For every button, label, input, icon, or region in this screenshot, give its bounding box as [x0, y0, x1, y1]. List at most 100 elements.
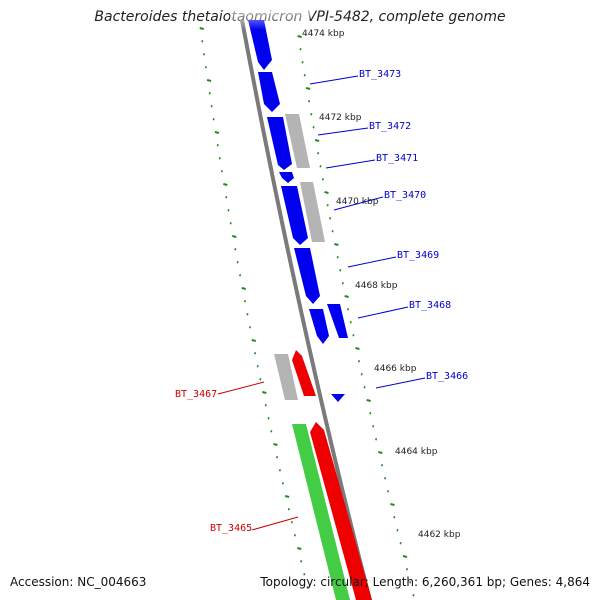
tick-dot	[372, 425, 375, 428]
genome-backbone	[240, 19, 372, 600]
tick-dot	[305, 87, 311, 90]
tick-dot	[409, 581, 412, 584]
gene-feature-grey-2	[300, 182, 325, 242]
tick-dot	[223, 183, 228, 186]
tick-dot	[300, 560, 303, 563]
gene-feature-grey-1	[285, 114, 310, 168]
tick-dot	[232, 235, 237, 238]
tick-dot	[310, 113, 313, 116]
kbp-tick-label: 4462 kbp	[418, 530, 461, 540]
tick-dot	[381, 464, 384, 467]
gene-label-bt3467[interactable]: BT_3467	[175, 389, 217, 400]
tick-dot	[297, 35, 302, 38]
tick-dot	[234, 248, 237, 251]
gene-label-bt3468[interactable]: BT_3468	[409, 300, 451, 311]
tick-dot	[349, 321, 352, 324]
tick-dot	[208, 92, 211, 95]
tick-dot	[369, 412, 372, 415]
tick-dot	[306, 586, 309, 589]
tick-dot	[412, 594, 415, 597]
tick-dot	[301, 61, 304, 64]
tick-dot	[214, 131, 220, 134]
tick-dot	[360, 373, 363, 376]
tick-dot	[387, 490, 390, 493]
gene-label-bt3469[interactable]: BT_3469	[397, 250, 439, 261]
gene-feature-bt3472	[267, 117, 292, 170]
tick-dot	[303, 74, 306, 77]
tick-dot	[303, 573, 306, 576]
tick-dot	[287, 508, 290, 511]
tick-dot	[262, 391, 267, 394]
gene-feature-bt3473	[258, 72, 280, 112]
tick-dot	[220, 170, 223, 173]
fade-overlay	[230, 0, 310, 30]
gene-feature-bt3468a	[309, 309, 329, 344]
tick-dot	[251, 339, 257, 342]
tick-dot	[319, 165, 322, 168]
tick-dot	[243, 300, 247, 303]
tick-dot	[334, 243, 339, 246]
tick-dot	[341, 282, 344, 285]
tick-dot	[210, 105, 213, 108]
tick-marks	[199, 27, 415, 597]
genome-info-text: Topology: circular; Length: 6,260,361 bp…	[260, 575, 590, 589]
tick-dot	[378, 451, 383, 454]
gene-label-bt3465[interactable]: BT_3465	[210, 523, 252, 534]
tick-dot	[331, 230, 334, 233]
tick-dot	[218, 157, 221, 160]
tick-dot	[399, 542, 402, 545]
tick-dot	[241, 287, 246, 290]
gene-feature-bt3465	[310, 422, 372, 600]
gene-feature-rna	[292, 424, 350, 600]
tick-dot	[297, 547, 302, 550]
tick-dot	[278, 469, 282, 472]
tick-dot	[273, 443, 278, 446]
tick-dot	[216, 144, 219, 147]
kbp-tick-label: 4468 kbp	[355, 281, 398, 291]
tick-dot	[357, 360, 361, 363]
tick-dot	[259, 378, 262, 381]
gene-feature-bt3467	[292, 350, 316, 396]
tick-dot	[267, 417, 270, 420]
gene-label-bt3472[interactable]: BT_3472	[369, 121, 411, 132]
tick-dot	[248, 326, 252, 329]
tick-dot	[229, 222, 232, 225]
tick-dot	[336, 256, 339, 259]
tick-dot	[384, 477, 387, 480]
gene-label-bt3470[interactable]: BT_3470	[384, 190, 426, 201]
tick-dot	[201, 40, 204, 43]
gene-label-bt3471[interactable]: BT_3471	[376, 153, 418, 164]
gene-label-bt3473[interactable]: BT_3473	[359, 69, 401, 80]
kbp-ticks: 4474 kbp 4472 kbp 4470 kbp 4468 kbp 4466 kbp…	[302, 29, 461, 540]
tick-dot	[355, 347, 360, 350]
gene-feature-bt3471	[279, 172, 294, 183]
tick-dot	[329, 217, 332, 220]
tick-dot	[352, 334, 355, 337]
tick-dot	[405, 568, 409, 571]
tick-dot	[317, 152, 320, 155]
tick-dot	[363, 386, 366, 389]
tick-dot	[254, 352, 257, 355]
tick-dot	[344, 295, 349, 298]
tick-dot	[326, 204, 329, 207]
tick-dot	[308, 100, 311, 103]
gene-feature-bt3474	[248, 20, 272, 70]
tick-dot	[236, 261, 239, 264]
gene-label-bt3466[interactable]: BT_3466	[426, 371, 468, 382]
tick-dot	[312, 126, 315, 129]
kbp-tick-label: 4464 kbp	[395, 447, 438, 457]
tick-dot	[275, 456, 279, 459]
tick-dot	[396, 529, 399, 532]
label-connectors	[217, 75, 426, 531]
tick-dot	[256, 365, 259, 368]
tick-dot	[264, 404, 267, 407]
tick-dot	[366, 399, 371, 402]
tick-dot	[199, 27, 204, 30]
tick-dot	[270, 430, 273, 433]
gene-feature-bt3466	[331, 394, 345, 402]
accession-text: Accession: NC_004663	[10, 575, 147, 589]
tick-dot	[375, 438, 378, 441]
tick-dot	[290, 521, 293, 524]
tick-dot	[347, 308, 350, 311]
